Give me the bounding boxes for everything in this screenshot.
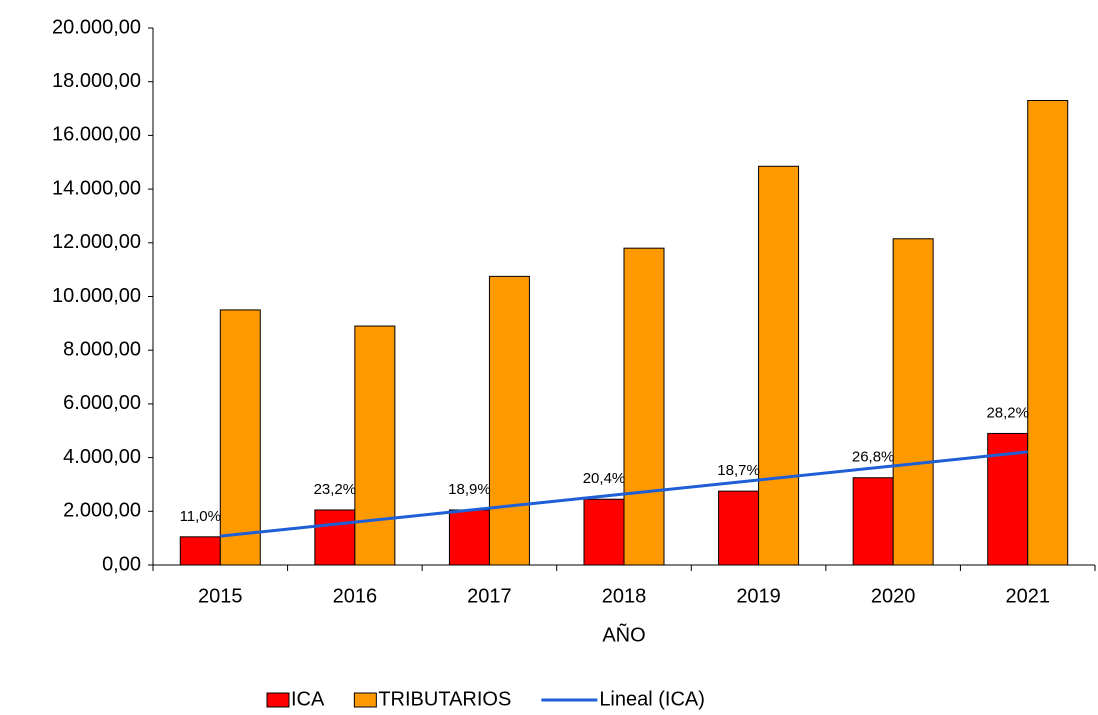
data-label: 11,0% xyxy=(180,508,221,525)
y-tick-label: 18.000,00 xyxy=(52,70,141,92)
bar xyxy=(219,309,261,566)
x-tick-label: 2015 xyxy=(198,585,243,607)
x-tick-label: 2019 xyxy=(736,585,781,607)
bar xyxy=(892,238,934,566)
y-tick-label: 2.000,00 xyxy=(63,500,141,522)
trend-line xyxy=(220,450,1028,538)
y-tick-label: 6.000,00 xyxy=(63,392,141,414)
y-tick-label: 12.000,00 xyxy=(52,231,141,253)
bar xyxy=(354,325,396,566)
data-label: 28,2% xyxy=(986,404,1029,421)
legend-label: ICA xyxy=(291,688,325,710)
y-tick-label: 0,00 xyxy=(102,553,141,575)
bar xyxy=(314,509,356,566)
x-tick-label: 2018 xyxy=(602,585,647,607)
y-tick-label: 14.000,00 xyxy=(52,177,141,199)
x-tick-label: 2017 xyxy=(467,585,512,607)
x-tick-label: 2020 xyxy=(871,585,916,607)
bar xyxy=(1027,99,1069,566)
y-tick-label: 8.000,00 xyxy=(63,338,141,360)
legend-swatch xyxy=(266,692,290,708)
bar xyxy=(718,490,760,566)
y-tick-label: 4.000,00 xyxy=(63,446,141,468)
x-tick-label: 2021 xyxy=(1005,585,1050,607)
bar xyxy=(758,165,800,566)
y-tick-label: 10.000,00 xyxy=(52,285,141,307)
y-tick-label: 16.000,00 xyxy=(52,124,141,146)
bar xyxy=(852,477,894,566)
data-label: 20,4% xyxy=(583,470,626,487)
legend-swatch xyxy=(353,692,377,708)
data-label: 18,9% xyxy=(448,481,491,498)
data-label: 18,7% xyxy=(717,462,760,479)
data-label: 26,8% xyxy=(852,449,895,466)
data-label: 23,2% xyxy=(314,481,357,498)
bar xyxy=(583,498,625,566)
legend-label: Lineal (ICA) xyxy=(599,688,705,710)
legend-label: TRIBUTARIOS xyxy=(378,688,511,710)
bar xyxy=(448,509,490,566)
x-tick-label: 2016 xyxy=(333,585,378,607)
bar xyxy=(623,247,665,566)
bar xyxy=(488,275,530,566)
x-axis-title: AÑO xyxy=(602,622,645,646)
bar xyxy=(179,536,221,566)
y-tick-label: 20.000,00 xyxy=(52,16,141,38)
